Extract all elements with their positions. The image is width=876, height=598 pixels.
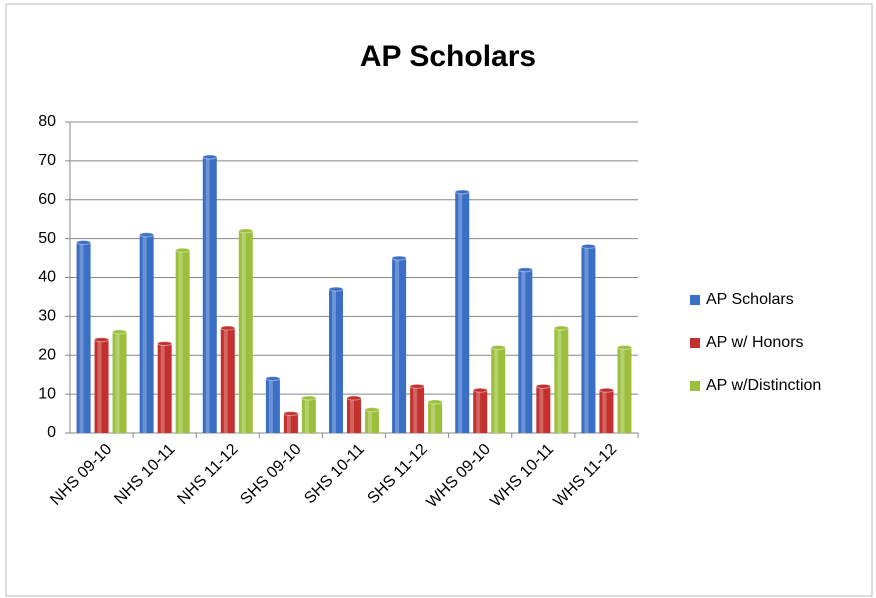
bar <box>473 390 488 433</box>
bar <box>392 258 407 433</box>
bar-highlight <box>286 413 291 433</box>
bar-highlight <box>431 401 436 433</box>
y-tick-label: 70 <box>38 152 56 169</box>
bar-highlight <box>521 269 526 433</box>
bar-highlight <box>115 331 120 433</box>
bar-cap <box>472 387 488 393</box>
y-tick-label: 80 <box>38 113 56 130</box>
bar <box>94 339 109 433</box>
bar-highlight <box>413 386 418 433</box>
bar <box>581 246 596 433</box>
legend-swatch <box>690 338 700 348</box>
bar <box>491 347 506 433</box>
bar-highlight <box>584 246 589 433</box>
y-tick-label: 10 <box>38 385 56 402</box>
bar <box>365 409 379 433</box>
bar-highlight <box>223 328 228 433</box>
bar-cap <box>301 395 317 401</box>
bar-highlight <box>494 347 499 433</box>
bar-highlight <box>79 242 84 433</box>
bar-cap <box>265 376 281 382</box>
bar <box>518 269 533 433</box>
chart-title: AP Scholars <box>360 40 536 73</box>
bar-highlight <box>350 398 354 433</box>
bar-cap <box>283 411 299 417</box>
bar-highlight <box>620 347 625 433</box>
bar-cap <box>454 189 470 195</box>
bar-cap <box>535 383 551 389</box>
bar-cap <box>598 387 614 393</box>
bar-highlight <box>539 386 544 433</box>
legend-swatch <box>690 381 700 391</box>
bar-cap <box>580 243 596 249</box>
bar-highlight <box>142 234 147 433</box>
bar-cap <box>94 337 110 343</box>
y-tick-label: 0 <box>47 424 56 441</box>
y-tick-label: 20 <box>38 346 56 363</box>
bar-cap <box>202 154 218 160</box>
bar-highlight <box>476 390 481 433</box>
bar-highlight <box>395 258 400 433</box>
bar-cap <box>112 329 128 335</box>
bar-cap <box>364 407 380 413</box>
bar <box>265 378 280 433</box>
bar <box>76 242 91 433</box>
bar-cap <box>427 399 443 405</box>
bar-cap <box>238 228 254 234</box>
bar-highlight <box>304 398 309 433</box>
bar-highlight <box>602 390 607 433</box>
bar <box>347 398 361 433</box>
legend-label: AP w/Distinction <box>706 377 821 394</box>
bar-cap <box>616 344 632 350</box>
bar <box>202 156 217 434</box>
bar <box>139 234 154 433</box>
bar-highlight <box>368 409 372 433</box>
bar-cap <box>553 325 569 331</box>
bar <box>599 390 614 433</box>
bar-highlight <box>557 328 562 433</box>
bar <box>554 328 569 433</box>
bar <box>112 331 127 433</box>
bar <box>220 328 235 433</box>
bar <box>238 230 253 433</box>
bar-highlight <box>268 378 273 433</box>
bar-cap <box>328 286 344 292</box>
bar-cap <box>409 383 425 389</box>
bar-highlight <box>97 339 102 433</box>
bar-cap <box>391 255 407 261</box>
bar-cap <box>490 344 506 350</box>
y-tick-label: 30 <box>38 308 56 325</box>
bar-highlight <box>332 289 336 433</box>
bar-cap <box>517 267 533 273</box>
bar <box>175 250 190 433</box>
bar <box>428 401 443 433</box>
bar-cap <box>220 325 236 331</box>
bar-cap <box>157 341 173 347</box>
bar <box>455 191 470 433</box>
bar-highlight <box>160 343 165 433</box>
bar <box>410 386 425 433</box>
bar <box>617 347 632 433</box>
bar-highlight <box>458 191 463 433</box>
bar <box>329 289 343 433</box>
bar-highlight <box>241 230 246 433</box>
y-tick-label: 50 <box>38 230 56 247</box>
bar <box>301 398 316 433</box>
bar-cap <box>76 240 92 246</box>
bar-cap <box>139 232 155 238</box>
bar <box>283 413 298 433</box>
bar-highlight <box>178 250 183 433</box>
y-tick-label: 40 <box>38 269 56 286</box>
bar-cap <box>346 395 362 401</box>
bar-cap <box>175 247 191 253</box>
legend-label: AP w/ Honors <box>706 334 804 351</box>
legend-swatch <box>690 295 700 305</box>
bar <box>536 386 551 433</box>
bar <box>157 343 172 433</box>
legend-label: AP Scholars <box>706 291 794 308</box>
bar-highlight <box>205 156 210 434</box>
y-tick-label: 60 <box>38 191 56 208</box>
